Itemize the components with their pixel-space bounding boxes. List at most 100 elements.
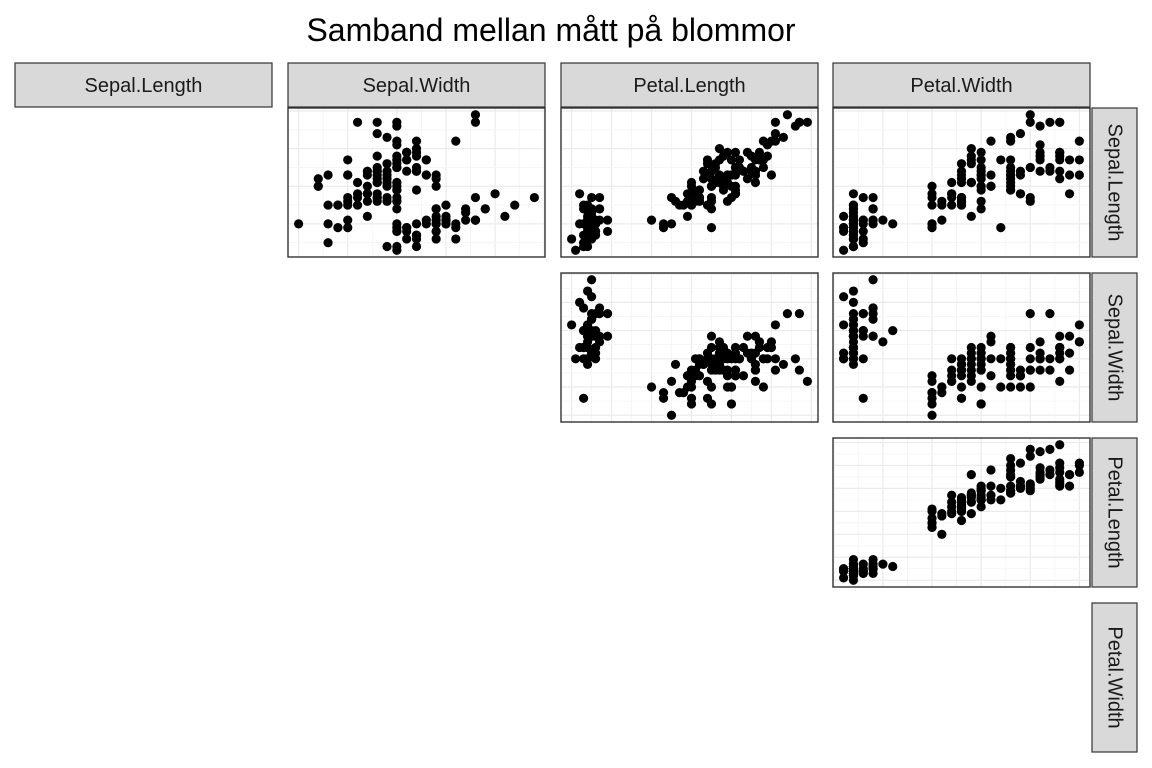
data-point <box>461 208 471 218</box>
data-point <box>1045 365 1055 375</box>
data-point <box>1074 170 1084 180</box>
data-point <box>848 189 859 199</box>
data-point <box>582 219 593 229</box>
data-point <box>571 245 581 255</box>
row-strip-3: Petal.Length <box>1091 437 1138 588</box>
data-point <box>392 226 402 237</box>
data-point <box>590 215 601 225</box>
data-point <box>602 309 613 319</box>
data-point <box>1064 170 1075 180</box>
data-point <box>706 331 717 341</box>
data-point <box>602 226 613 237</box>
data-point <box>392 219 402 229</box>
data-point <box>718 365 729 375</box>
data-point <box>421 219 431 229</box>
data-point <box>966 509 976 519</box>
data-point <box>750 348 761 358</box>
data-point <box>411 136 422 146</box>
data-point <box>956 382 967 392</box>
row-strips: Sepal.Length Sepal.Width Petal.Length Petal… <box>1091 107 1138 753</box>
row-strip-label: Sepal.Length <box>1104 124 1126 242</box>
data-point <box>1055 155 1065 165</box>
data-point <box>956 504 967 514</box>
data-point <box>766 170 777 180</box>
data-point <box>927 393 937 403</box>
data-point <box>1025 479 1035 489</box>
data-point <box>698 174 709 184</box>
data-point <box>878 215 888 225</box>
data-point <box>802 117 812 127</box>
data-point <box>726 155 737 165</box>
data-point <box>947 502 957 512</box>
data-point <box>1025 110 1035 120</box>
data-point <box>1006 155 1016 165</box>
data-point <box>1025 162 1035 173</box>
data-point <box>411 151 422 161</box>
data-point <box>1006 488 1016 498</box>
row-strip-bg <box>1091 602 1138 753</box>
column-strip-label: Sepal.Width <box>363 75 471 97</box>
data-point <box>976 196 986 206</box>
data-point <box>567 234 577 244</box>
data-point <box>868 275 878 285</box>
data-point <box>1074 458 1084 468</box>
data-point <box>976 382 986 392</box>
data-point <box>976 490 986 500</box>
data-point <box>343 170 353 180</box>
data-point <box>567 320 577 330</box>
data-point <box>674 200 685 210</box>
data-point <box>586 192 597 203</box>
data-point <box>868 204 878 214</box>
data-point <box>1064 331 1075 341</box>
data-point <box>382 159 392 169</box>
data-point <box>590 325 601 336</box>
data-point <box>690 192 701 203</box>
data-point <box>1055 463 1065 473</box>
data-point <box>858 393 868 403</box>
data-point <box>718 354 729 364</box>
data-point <box>927 219 937 229</box>
data-point <box>1025 309 1035 319</box>
data-point <box>1006 481 1016 491</box>
data-point <box>730 147 741 157</box>
data-point <box>470 215 481 225</box>
data-point <box>947 376 957 386</box>
data-point <box>758 354 769 364</box>
data-point <box>1006 460 1016 471</box>
data-point <box>976 481 986 491</box>
panel-border <box>560 272 819 423</box>
data-point <box>927 181 937 191</box>
data-point <box>888 561 898 572</box>
data-point <box>848 337 859 347</box>
data-point <box>702 159 713 169</box>
column-strip-3: Petal.Length <box>560 62 819 108</box>
data-point <box>976 348 986 358</box>
data-point <box>1055 474 1065 484</box>
data-point <box>666 410 677 420</box>
data-point <box>750 376 761 386</box>
data-point <box>734 162 745 173</box>
data-point <box>666 219 677 229</box>
data-point <box>848 354 859 364</box>
data-point <box>858 354 868 364</box>
data-point <box>927 522 937 533</box>
data-point <box>858 566 868 576</box>
data-point <box>686 177 697 188</box>
data-point <box>352 177 363 188</box>
data-point <box>839 292 849 302</box>
data-point <box>927 504 937 514</box>
data-point <box>578 325 589 336</box>
data-point <box>750 365 761 375</box>
data-point <box>770 320 781 330</box>
data-point <box>730 354 741 364</box>
data-point <box>490 189 500 199</box>
data-point <box>323 238 333 248</box>
data-point <box>770 117 781 127</box>
data-point <box>848 297 859 307</box>
data-point <box>343 215 353 225</box>
data-point <box>411 241 422 252</box>
data-point <box>1025 444 1035 454</box>
data-point <box>411 234 422 244</box>
data-point <box>1025 451 1035 461</box>
data-point <box>343 155 353 165</box>
